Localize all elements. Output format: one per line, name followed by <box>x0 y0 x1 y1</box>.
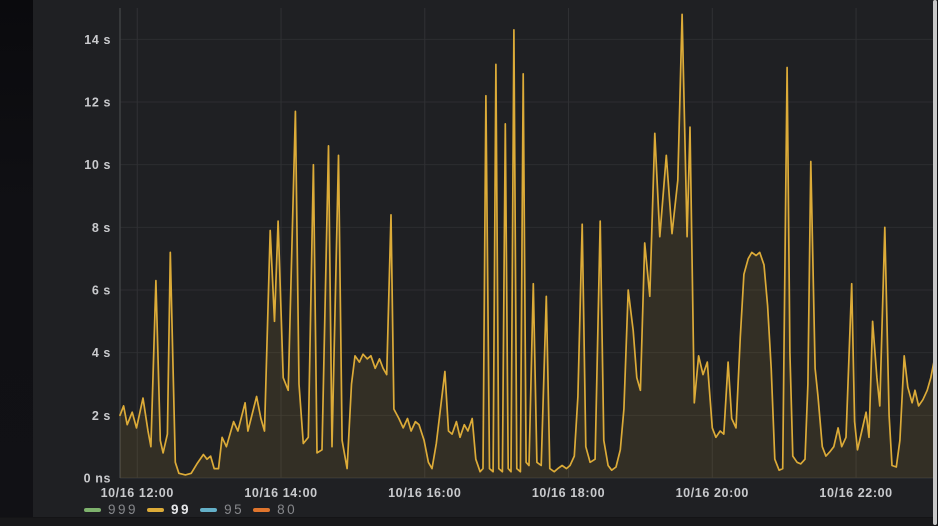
legend-label-80: 80 <box>277 502 297 517</box>
series-color-dash-99 <box>147 508 164 512</box>
y-tick-label-14: 14 s <box>84 33 111 47</box>
x-tick-label-14: 10/16 14:00 <box>244 486 317 500</box>
y-tick-label-6: 6 s <box>92 284 111 298</box>
series-color-dash-80 <box>253 508 270 512</box>
series-color-dash-95 <box>200 508 217 512</box>
legend-label-99: 99 <box>171 502 191 517</box>
series-area-99 <box>120 14 938 478</box>
y-tick-label-4: 4 s <box>92 346 111 360</box>
legend-label-999: 999 <box>108 502 138 517</box>
y-tick-label-12: 12 s <box>84 96 111 110</box>
graph-legend: 999 99 95 80 <box>84 501 297 518</box>
x-tick-label-16: 10/16 16:00 <box>388 486 461 500</box>
y-tick-label-10: 10 s <box>84 158 111 172</box>
series-color-dash-999 <box>84 508 101 512</box>
y-tick-label-8: 8 s <box>92 221 111 235</box>
legend-item-95[interactable]: 95 <box>200 502 244 517</box>
y-tick-label-2: 2 s <box>92 409 111 423</box>
y-tick-label-0: 0 ns <box>84 472 111 486</box>
legend-label-95: 95 <box>224 502 244 517</box>
x-tick-label-12: 10/16 12:00 <box>101 486 174 500</box>
x-tick-label-20: 10/16 20:00 <box>676 486 749 500</box>
x-tick-label-22: 10/16 22:00 <box>819 486 892 500</box>
x-tick-label-18: 10/16 18:00 <box>532 486 605 500</box>
legend-item-999[interactable]: 999 <box>84 502 138 517</box>
legend-item-99[interactable]: 99 <box>147 502 191 517</box>
legend-item-80[interactable]: 80 <box>253 502 297 517</box>
